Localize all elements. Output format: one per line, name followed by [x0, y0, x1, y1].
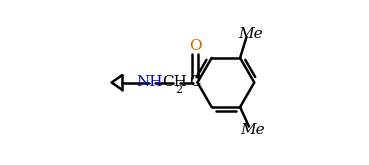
Text: O: O	[189, 39, 201, 53]
Text: Me: Me	[241, 123, 265, 137]
Text: NH: NH	[137, 76, 163, 89]
Text: Me: Me	[238, 27, 263, 41]
Text: C: C	[189, 76, 201, 89]
Text: CH: CH	[162, 76, 187, 89]
Text: 2: 2	[176, 85, 183, 95]
